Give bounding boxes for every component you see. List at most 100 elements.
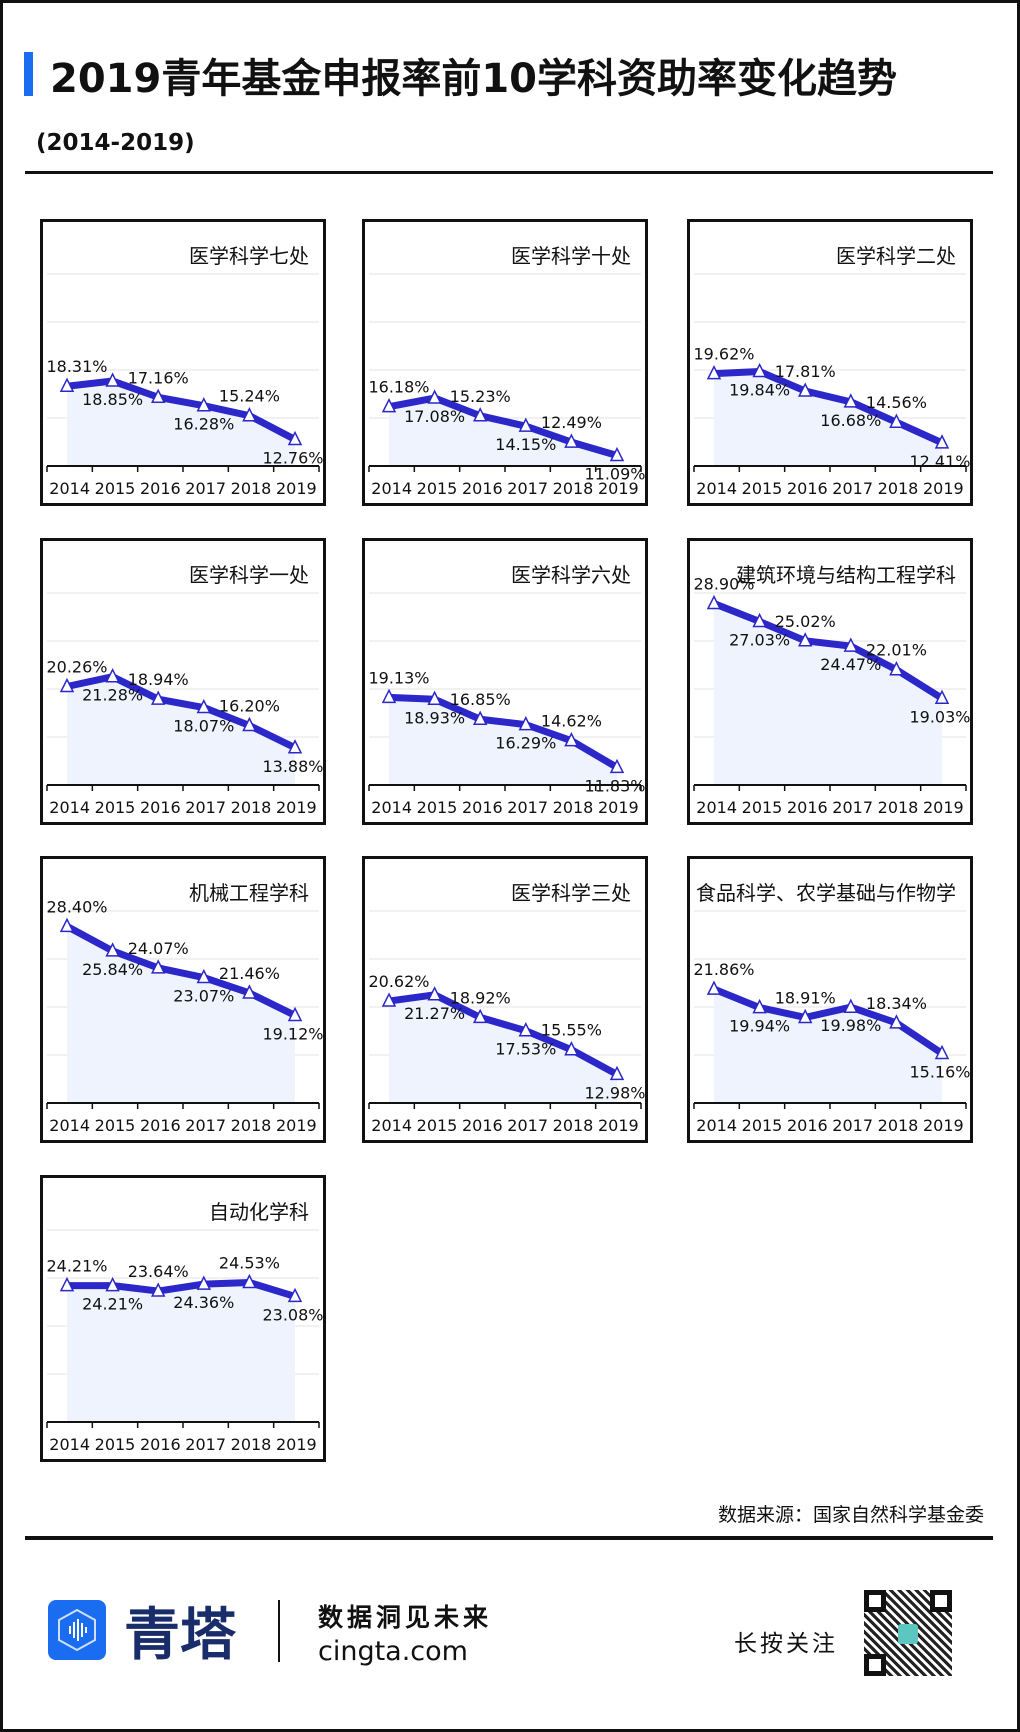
data-label: 16.85% — [450, 690, 511, 709]
x-tick-label: 2019 — [598, 1116, 639, 1135]
data-point-marker — [150, 1282, 166, 1297]
data-label: 11.09% — [584, 465, 645, 484]
x-tick-label: 2018 — [878, 798, 919, 817]
data-label: 12.76% — [262, 449, 323, 468]
x-tick-label: 2016 — [462, 798, 503, 817]
data-point-marker — [706, 594, 722, 610]
x-tick-label: 2017 — [185, 1435, 226, 1454]
data-point-marker — [59, 377, 75, 392]
data-point-marker — [287, 1006, 303, 1022]
x-tick-label: 2016 — [462, 479, 503, 498]
data-label: 24.36% — [173, 1293, 234, 1312]
brand-site[interactable]: cingta.com — [318, 1636, 468, 1667]
data-point-marker — [287, 739, 303, 754]
x-tick-label: 2014 — [371, 1116, 412, 1135]
data-label: 13.88% — [262, 757, 323, 776]
data-label: 24.53% — [219, 1254, 280, 1273]
data-label: 12.49% — [541, 413, 602, 432]
data-point-marker — [381, 992, 397, 1007]
data-point-marker — [889, 413, 904, 428]
data-point-marker — [105, 372, 120, 387]
data-label: 19.12% — [262, 1024, 323, 1043]
data-label: 27.03% — [729, 631, 790, 650]
data-label: 12.98% — [584, 1083, 645, 1102]
x-tick-label: 2016 — [140, 1116, 181, 1135]
series-line — [388, 991, 619, 1078]
data-point-marker — [150, 959, 166, 974]
data-label: 28.90% — [693, 575, 754, 594]
x-tick-label: 2014 — [49, 479, 90, 498]
data-label: 19.98% — [820, 1016, 881, 1035]
x-tick-label: 2019 — [598, 798, 639, 817]
data-label: 19.94% — [729, 1017, 790, 1036]
x-tick-label: 2019 — [923, 798, 964, 817]
series-line — [67, 1279, 297, 1300]
chart-panel: 21.86% 2014 19.94% 2015 18.91% 2016 19.98% 2017… — [687, 856, 973, 1143]
data-point-marker — [564, 1041, 579, 1056]
data-point-marker — [381, 397, 397, 413]
data-point-marker — [472, 710, 488, 725]
data-label: 22.01% — [866, 641, 927, 660]
data-label: 16.68% — [820, 411, 881, 430]
data-point-marker — [472, 1008, 488, 1024]
series-line — [713, 368, 944, 447]
x-tick-label: 2017 — [832, 798, 873, 817]
data-point-marker — [752, 612, 767, 628]
chart-title: 机械工程学科 — [189, 881, 309, 905]
data-point-marker — [196, 968, 212, 984]
x-tick-label: 2017 — [185, 798, 226, 817]
data-point-marker — [889, 1014, 904, 1029]
x-tick-label: 2015 — [95, 1116, 136, 1135]
x-tick-label: 2019 — [276, 479, 317, 498]
data-point-marker — [59, 677, 75, 693]
chart-title: 医学科学一处 — [189, 563, 309, 587]
data-point-marker — [150, 388, 166, 404]
series-line — [65, 923, 297, 1019]
data-point-marker — [196, 1275, 212, 1290]
x-tick-label: 2015 — [742, 479, 783, 498]
series-area — [67, 381, 295, 466]
data-point-marker — [564, 731, 579, 747]
chart-panel: 28.90% 2014 27.03% 2015 25.02% 2016 24.47% 2017… — [687, 538, 973, 825]
data-label: 18.85% — [82, 390, 143, 409]
chart-panel: 19.13% 2014 18.93% 2015 16.85% 2016 16.29% 2017… — [362, 538, 648, 825]
data-point-marker — [843, 393, 859, 408]
data-point-marker — [518, 1022, 534, 1037]
data-point-marker — [287, 1287, 303, 1303]
x-tick-label: 2016 — [787, 479, 828, 498]
x-tick-label: 2017 — [185, 479, 226, 498]
qr-code-icon[interactable] — [864, 1590, 952, 1676]
footer-divider — [25, 1536, 993, 1540]
data-label: 15.55% — [541, 1021, 602, 1040]
data-point-marker — [706, 980, 722, 995]
x-tick-label: 2018 — [231, 1116, 272, 1135]
series-area — [389, 398, 617, 466]
brand-name: 青塔 — [124, 1602, 236, 1668]
data-label: 20.26% — [46, 658, 107, 677]
data-point-marker — [934, 689, 950, 705]
data-point-marker — [59, 1276, 75, 1292]
data-point-marker — [242, 1273, 257, 1289]
data-label: 14.62% — [541, 712, 602, 731]
chart-title: 医学科学七处 — [189, 244, 309, 268]
series-line — [388, 693, 619, 771]
data-label: 16.18% — [368, 378, 429, 397]
title-accent-bar — [24, 52, 33, 96]
data-point-marker — [105, 668, 120, 683]
x-tick-label: 2015 — [417, 1116, 458, 1135]
data-point-marker — [609, 446, 625, 462]
series-line — [66, 673, 297, 751]
data-point-marker — [518, 715, 534, 731]
chart-panel: 20.26% 2014 21.28% 2015 18.94% 2016 18.07% 2017… — [40, 538, 326, 825]
x-tick-label: 2015 — [95, 479, 136, 498]
x-tick-label: 2018 — [231, 1435, 272, 1454]
data-point-marker — [752, 362, 767, 378]
data-label: 23.64% — [128, 1262, 189, 1281]
data-label: 21.46% — [219, 964, 280, 983]
series-area — [714, 989, 942, 1103]
data-label: 14.56% — [866, 393, 927, 412]
data-label: 11.83% — [584, 776, 645, 795]
series-area — [714, 371, 942, 466]
x-tick-label: 2014 — [371, 798, 412, 817]
x-tick-label: 2015 — [95, 1435, 136, 1454]
